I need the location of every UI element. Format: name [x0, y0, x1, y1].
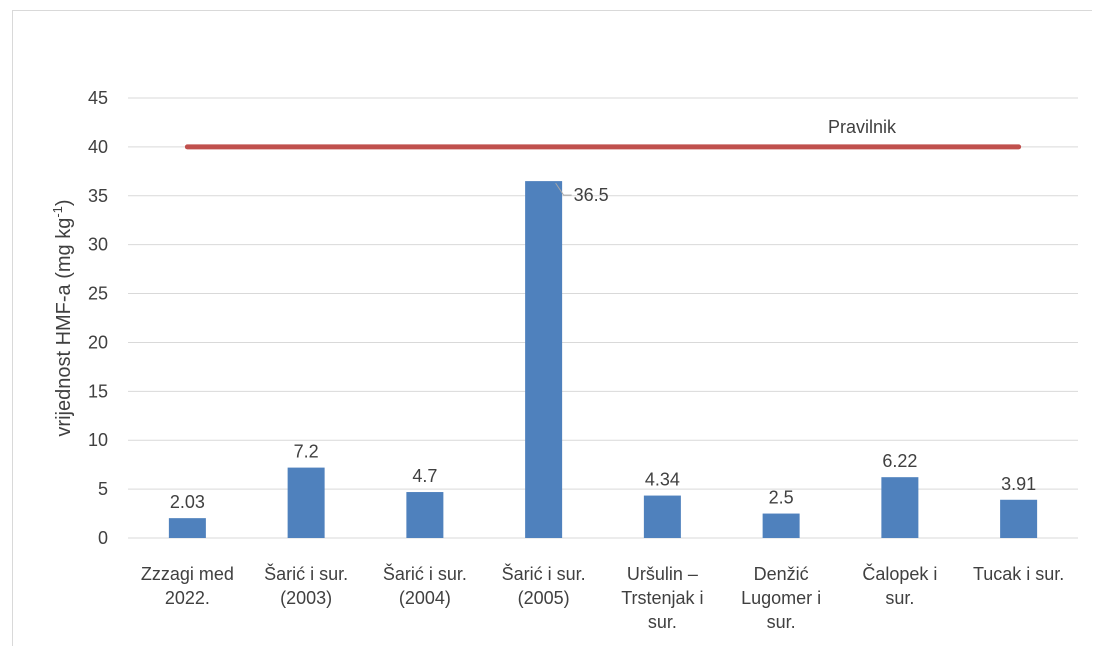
data-label: 3.91 [1001, 474, 1036, 494]
y-tick-label: 35 [88, 186, 108, 206]
x-category-label: Šarić i sur. [383, 563, 467, 584]
x-category-label: (2003) [280, 588, 332, 608]
data-label: 4.34 [645, 470, 680, 490]
y-tick-label: 10 [88, 430, 108, 450]
x-category-label: Šarić i sur. [502, 563, 586, 584]
y-tick-label: 25 [88, 284, 108, 304]
x-category-label: Lugomer i [741, 588, 821, 608]
y-tick-label: 0 [98, 528, 108, 548]
bar [525, 181, 563, 538]
y-tick-label: 5 [98, 479, 108, 499]
x-category-label: sur. [767, 612, 796, 632]
data-label: 6.22 [882, 451, 917, 471]
bar [406, 492, 444, 538]
data-label: 2.03 [170, 492, 205, 512]
data-label: 7.2 [294, 442, 319, 462]
x-category-label: (2004) [399, 588, 451, 608]
y-axis-title: vrijednost HMF-a (mg kg-1) [50, 199, 75, 436]
bar [168, 518, 206, 538]
bar [1000, 499, 1038, 538]
x-category-label: Denžić [754, 564, 809, 584]
data-label: 4.7 [412, 466, 437, 486]
y-tick-label: 20 [88, 332, 108, 352]
x-category-label: Trstenjak i [621, 588, 703, 608]
y-tick-label: 40 [88, 137, 108, 157]
bar [287, 467, 325, 538]
chart-frame [12, 10, 1092, 646]
x-category-label: sur. [648, 612, 677, 632]
bar [881, 477, 919, 538]
x-category-label: (2005) [518, 588, 570, 608]
reference-line-label: Pravilnik [828, 117, 897, 137]
y-tick-label: 45 [88, 88, 108, 108]
data-label: 2.5 [769, 488, 794, 508]
y-tick-label: 15 [88, 381, 108, 401]
y-tick-label: 30 [88, 235, 108, 255]
bar [762, 513, 800, 538]
x-category-label: Tucak i sur. [973, 564, 1064, 584]
x-category-label: Čalopek i [862, 563, 937, 584]
x-category-label: 2022. [165, 588, 210, 608]
x-category-label: Uršulin – [627, 564, 698, 584]
bar [643, 495, 681, 538]
data-label-leader [555, 182, 572, 196]
x-category-label: sur. [885, 588, 914, 608]
x-category-label: Zzzagi med [141, 564, 234, 584]
x-category-label: Šarić i sur. [264, 563, 348, 584]
data-label: 36.5 [574, 185, 609, 205]
